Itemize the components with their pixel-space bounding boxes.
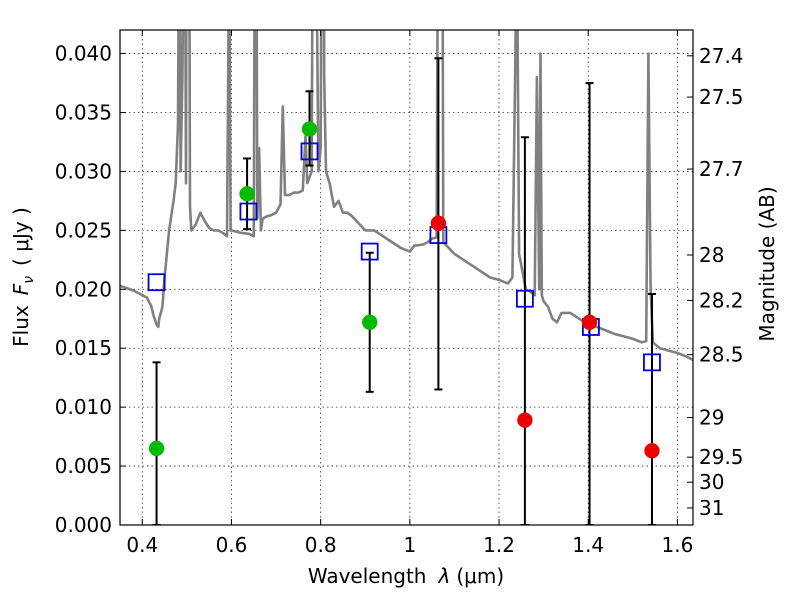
x-tick-label: 0.6 xyxy=(216,533,248,557)
y-tick-label: 0.000 xyxy=(55,513,112,537)
x-tick-label: 1.4 xyxy=(572,533,604,557)
mag-tick-label: 29.5 xyxy=(699,445,744,469)
model-spectrum-line xyxy=(120,30,693,362)
x-tick-label: 0.4 xyxy=(126,533,158,557)
mag-tick-label: 28.2 xyxy=(699,288,744,312)
x-tick-label: 1 xyxy=(403,533,416,557)
mag-tick-label: 28.5 xyxy=(699,343,744,367)
y-tick-label: 0.010 xyxy=(55,395,112,419)
y-tick-label: 0.025 xyxy=(55,218,112,242)
y-axis-label-subscript: ν xyxy=(21,276,37,284)
model-photometry-square xyxy=(515,289,534,308)
y-axis-label: Flux Fν ( μJy ) xyxy=(9,207,37,347)
observed-flux-point xyxy=(361,314,378,331)
mag-tick-label: 31 xyxy=(699,496,724,520)
y-tick-label: 0.040 xyxy=(55,42,112,66)
observed-flux-point xyxy=(239,186,255,202)
mag-tick-label: 27.5 xyxy=(699,85,744,109)
mag-tick-label: 29 xyxy=(699,406,724,430)
plot-frame xyxy=(119,29,694,526)
mag-tick-label: 27.4 xyxy=(699,44,744,68)
x-axis-label-unit: (μm) xyxy=(456,564,504,588)
x-tick-label: 1.2 xyxy=(483,533,515,557)
mag-tick-label: 30 xyxy=(699,470,724,494)
y-tick-label: 0.035 xyxy=(55,101,112,125)
observed-flux-point xyxy=(517,412,533,428)
y-axis-label-prefix: Flux xyxy=(9,305,33,347)
x-tick-label: 0.8 xyxy=(305,533,337,557)
y-tick-label: 0.030 xyxy=(55,159,112,183)
y-tick-label: 0.005 xyxy=(55,454,112,478)
x-axis-label-symbol: λ xyxy=(438,564,451,588)
x-axis-label-prefix: Wavelength xyxy=(308,564,427,588)
model-photometry-square xyxy=(643,353,661,372)
mag-tick-label: 27.7 xyxy=(699,157,744,181)
x-tick-label: 1.6 xyxy=(661,533,693,557)
y2-axis-label: Magnitude (AB) xyxy=(755,186,779,341)
observed-flux-point xyxy=(581,314,598,331)
observed-flux-point xyxy=(430,215,447,232)
mag-tick-label: 28 xyxy=(699,243,724,267)
axis-ticks: 0.4 0.6 0.8 1 1.2 1.4 1.6 0.000 0.005 0.010 0.015 0… xyxy=(55,30,744,557)
observed-flux-point xyxy=(644,443,660,459)
model-photometry-square xyxy=(360,242,379,261)
x-axis-label: Wavelength λ (μm) xyxy=(308,564,504,588)
y-axis-label-unit: ( μJy ) xyxy=(9,207,33,266)
y-axis-label-symbol: F xyxy=(9,283,33,295)
model-photometry-square xyxy=(147,273,166,292)
model-photometry-square xyxy=(239,202,258,221)
y-tick-label: 0.020 xyxy=(55,277,112,301)
observed-flux-point xyxy=(148,440,165,457)
model-photometry-square xyxy=(300,142,319,161)
observed-flux-point xyxy=(301,121,318,137)
y-tick-label: 0.015 xyxy=(55,336,112,360)
plot-area xyxy=(120,30,693,525)
